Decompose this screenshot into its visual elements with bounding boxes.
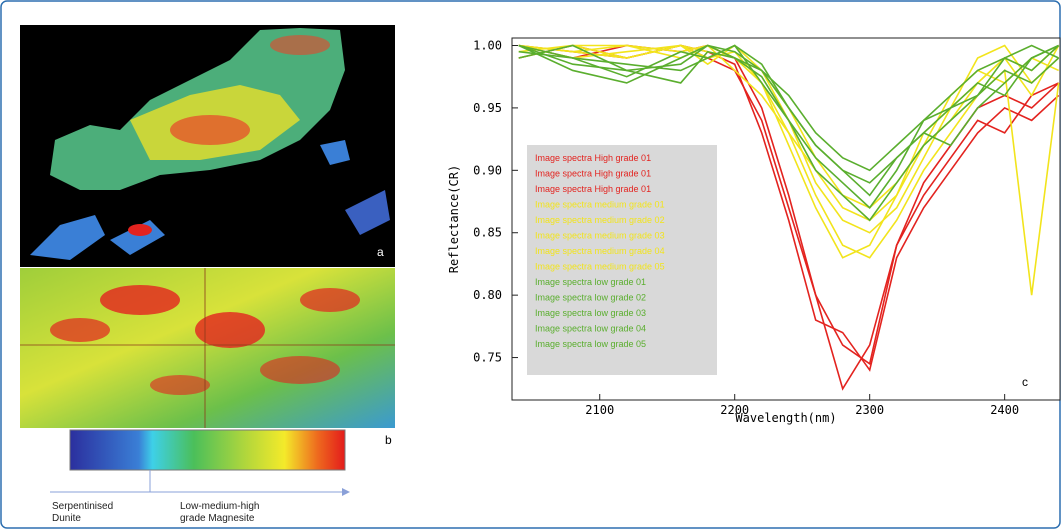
spectrum-line: [518, 44, 1060, 222]
y-tick-label: 1.00: [473, 38, 502, 52]
y-axis-label: Reflectance(CR): [447, 165, 461, 273]
legend-label: Image spectra medium grade 03: [535, 231, 665, 241]
spectrum-line: [518, 44, 1060, 172]
legend-label: Image spectra High grade 01: [535, 153, 651, 163]
legend-label: Image spectra low grade 05: [535, 339, 646, 349]
colorbar-label: Serpentinised: [52, 501, 113, 512]
legend-label: Image spectra low grade 01: [535, 277, 646, 287]
colorbar-label: Low-medium-high: [180, 501, 259, 512]
panel-label: b: [385, 433, 392, 447]
y-tick-label: 0.85: [473, 226, 502, 240]
spectrum-line: [518, 44, 1060, 209]
map-a: a: [20, 25, 395, 267]
legend-label: Image spectra low grade 04: [535, 324, 646, 334]
legend-label: Image spectra medium grade 04: [535, 246, 665, 256]
spectrum-line: [518, 44, 1060, 209]
arrow-head: [342, 488, 350, 496]
legend-label: Image spectra low grade 02: [535, 293, 646, 303]
colorbar-label: grade Magnesite: [180, 513, 255, 524]
y-tick-label: 0.95: [473, 101, 502, 115]
x-tick-label: 2400: [990, 403, 1019, 417]
spectrum-line: [518, 44, 1059, 197]
spectrum-line: [518, 44, 1059, 222]
y-tick-label: 0.75: [473, 351, 502, 365]
panel-label: a: [377, 245, 384, 259]
y-tick-label: 0.80: [473, 288, 502, 302]
colorbar-label: Dunite: [52, 513, 81, 524]
legend-label: Image spectra High grade 01: [535, 184, 651, 194]
panel-label: c: [1022, 375, 1028, 389]
y-tick-label: 0.90: [473, 163, 502, 177]
legend-label: Image spectra low grade 03: [535, 308, 646, 318]
x-tick-label: 2300: [855, 403, 884, 417]
legend-label: Image spectra medium grade 01: [535, 200, 665, 210]
legend-label: Image spectra medium grade 02: [535, 215, 665, 225]
legend-label: Image spectra medium grade 05: [535, 262, 665, 272]
x-tick-label: 2100: [585, 403, 614, 417]
legend-box: [527, 145, 717, 375]
spectrum-line: [518, 44, 1059, 259]
colorbar: [69, 429, 346, 471]
x-axis-label: Wavelength(nm): [735, 411, 836, 425]
map-b: [20, 268, 395, 428]
x-tick-label: 2200: [720, 403, 749, 417]
legend-label: Image spectra High grade 01: [535, 169, 651, 179]
